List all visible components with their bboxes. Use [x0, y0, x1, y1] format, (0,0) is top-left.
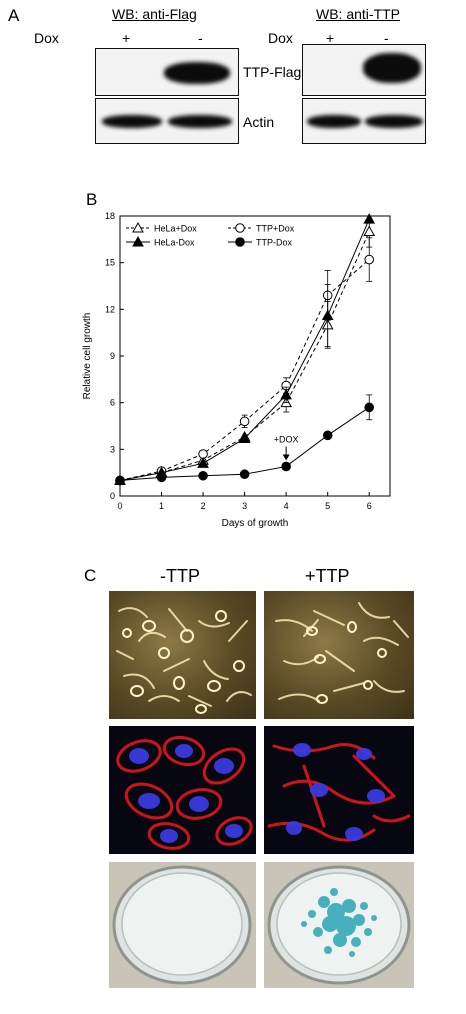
- x-tick-label-2: 2: [201, 501, 206, 511]
- legend-marker-hela-dox: [132, 235, 144, 247]
- data-point-ttp-dox: [322, 430, 333, 441]
- ttp-flag-label: TTP-Flag: [243, 64, 302, 80]
- y-tick-label-0: 0: [110, 491, 115, 501]
- legend-marker-ttp-dox: [235, 223, 245, 233]
- dox-annotation-label: +DOX: [274, 434, 299, 444]
- band-actin-minus-r: [365, 115, 423, 128]
- phase-cells-minus: [116, 607, 252, 714]
- data-point-ttp-dox: [156, 472, 167, 483]
- data-point-ttp-dox: [239, 416, 250, 427]
- phase-image-plus-ttp: [264, 591, 414, 719]
- x-tick-label-4: 4: [284, 501, 289, 511]
- y-tick-label-9: 9: [110, 351, 115, 361]
- legend-label-ttp-dox: TTP+Dox: [256, 224, 295, 234]
- x-tick-label-0: 0: [117, 501, 122, 511]
- panel-c-letter: C: [84, 566, 97, 585]
- legend-marker-ttp-dox: [235, 237, 245, 247]
- y-tick-label-15: 15: [105, 258, 115, 268]
- wb-anti-ttp-title: WB: anti-TTP: [316, 6, 401, 22]
- data-point-hela-dox: [363, 225, 376, 237]
- blot-anti-flag-actin: [95, 98, 239, 144]
- data-point-ttp-dox: [198, 449, 208, 459]
- data-point-ttp-dox: [364, 402, 375, 413]
- data-point-hela-dox: [321, 309, 334, 321]
- panel-a-letter: A: [8, 6, 20, 25]
- y-tick-label-18: 18: [105, 211, 115, 221]
- phase-image-minus-ttp: [109, 591, 256, 719]
- y-tick-label-3: 3: [110, 444, 115, 454]
- dox-minus-left: -: [198, 30, 203, 46]
- panel-b-letter: B: [86, 190, 98, 209]
- plot-frame: [119, 215, 391, 497]
- blot-anti-ttp: [302, 44, 426, 96]
- blot-anti-flag-ttp: [95, 48, 239, 96]
- y-tick-label-12: 12: [105, 304, 115, 314]
- x-axis-label: Days of growth: [222, 518, 289, 529]
- wb-anti-flag-title: WB: anti-Flag: [112, 6, 197, 22]
- data-point-ttp-dox: [364, 254, 375, 265]
- x-tick-label-3: 3: [242, 501, 247, 511]
- fluorescence-image-plus-ttp: [264, 726, 414, 854]
- data-point-ttp-dox: [281, 461, 291, 472]
- legend-label-hela-dox: HeLa-Dox: [154, 238, 195, 248]
- x-tick-label-1: 1: [159, 501, 164, 511]
- dox-label-right: Dox: [268, 30, 293, 46]
- dish-image-plus-ttp: [264, 862, 414, 988]
- dox-plus-left: +: [122, 30, 131, 46]
- col-label-plus-ttp: +TTP: [305, 566, 350, 586]
- dish-plus: [267, 865, 411, 985]
- blot-anti-ttp-actin: [302, 98, 426, 144]
- dish-minus: [112, 865, 252, 985]
- x-tick-label-6: 6: [367, 501, 372, 511]
- fluor-cells-minus: [116, 735, 253, 850]
- data-point-ttp-dox: [115, 475, 125, 486]
- col-label-minus-ttp: -TTP: [160, 566, 200, 586]
- actin-label: Actin: [243, 114, 275, 130]
- data-point-hela-dox: [238, 432, 251, 443]
- dox-arrow-head: [282, 454, 290, 461]
- data-point-hela-dox: [197, 457, 209, 468]
- fluor-cells-plus: [267, 743, 411, 842]
- data-point-ttp-dox: [239, 469, 250, 480]
- series-line-ttp-dox: [119, 259, 370, 481]
- data-point-ttp-dox: [198, 470, 208, 481]
- y-tick-label-6: 6: [110, 398, 115, 408]
- band-ttp-flag: [164, 62, 230, 84]
- data-point-hela-dox: [363, 213, 376, 224]
- fluorescence-image-minus-ttp: [109, 726, 256, 854]
- legend-marker-hela-dox: [132, 221, 144, 233]
- dish-image-minus-ttp: [109, 862, 256, 988]
- series-line-hela-dox: [119, 231, 370, 481]
- x-tick-label-5: 5: [325, 501, 330, 511]
- band-actin-plus-r: [307, 115, 361, 128]
- phase-cells-plus: [275, 602, 409, 704]
- y-axis-label: Relative cell growth: [82, 313, 93, 400]
- legend-label-ttp-dox: TTP-Dox: [256, 238, 293, 248]
- band-actin-minus: [168, 115, 232, 128]
- dox-label-left: Dox: [34, 30, 59, 46]
- band-actin-plus: [102, 115, 162, 128]
- band-ttp: [363, 53, 421, 83]
- data-point-hela-dox: [280, 388, 293, 400]
- dox-minus-right: -: [384, 30, 389, 46]
- legend-label-hela-dox: HeLa+Dox: [154, 224, 197, 234]
- dox-plus-right: +: [326, 30, 335, 46]
